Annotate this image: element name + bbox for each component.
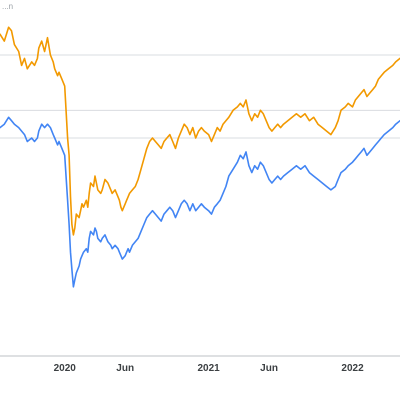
corner-label: ...n bbox=[2, 2, 13, 11]
x-tick-label-3: Jun bbox=[260, 363, 278, 374]
series-line-1 bbox=[0, 116, 400, 288]
series-line-0 bbox=[0, 26, 400, 236]
x-tick-label-4: 2022 bbox=[341, 363, 364, 374]
series-lines bbox=[0, 26, 400, 288]
x-tick-label-1: Jun bbox=[116, 363, 134, 374]
x-tick-label-2: 2021 bbox=[198, 363, 221, 374]
x-tick-label-0: 2020 bbox=[54, 363, 77, 374]
x-axis-ticks: 2020 Jun 2021 Jun 2022 bbox=[54, 363, 364, 374]
